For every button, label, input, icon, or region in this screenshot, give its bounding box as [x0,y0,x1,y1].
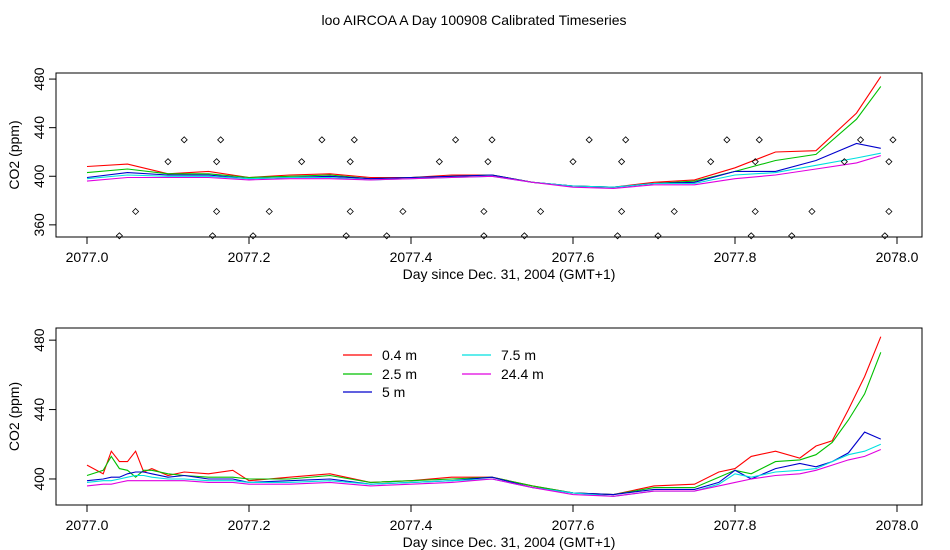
plot-frame [55,72,923,238]
flag-marker [298,158,306,166]
flag-marker [613,232,622,240]
flag-marker [249,232,257,240]
flag-marker [885,207,893,216]
flag-marker [881,232,889,240]
flag-marker [164,158,172,166]
flag-marker [480,207,488,216]
flag-marker [723,136,731,144]
x-tick-label: 2077.0 [66,517,109,533]
series-line-0-4-m [86,336,882,496]
flag-marker [435,158,443,166]
series-line-7-5-m [86,152,881,188]
y-tick-label: 480 [31,67,47,91]
flag-marker [856,136,865,144]
series-line-0-4-m [86,76,882,188]
series-line-5-m [86,431,882,496]
flag-marker [654,232,662,240]
flag-marker [383,232,391,240]
legend-label: 24.4 m [501,366,544,382]
x-axis-label: Day since Dec. 31, 2004 (GMT+1) [403,266,616,282]
flag-marker [115,232,123,240]
x-tick-label: 2077.6 [552,517,595,533]
flag-marker [132,207,140,216]
flag-marker [208,232,217,240]
flag-marker [755,136,763,144]
flag-marker [488,136,496,144]
flag-marker [318,136,326,144]
flag-marker [751,158,759,166]
x-tick-label: 2077.4 [390,249,433,265]
flag-marker [346,207,354,216]
flag-marker [180,136,188,144]
flag-marker [342,232,350,240]
x-axis-label: Day since Dec. 31, 2004 (GMT+1) [403,534,616,550]
series-line-24-4-m [86,155,881,189]
series-line-24-4-m [86,448,882,497]
x-tick-label: 2077.0 [66,249,109,265]
flag-marker [265,207,273,216]
flag-marker [840,158,848,166]
flag-marker [213,207,221,216]
y-tick-label: 480 [31,328,47,352]
legend-label: 5 m [382,384,405,400]
flag-marker [670,207,678,216]
y-tick-label: 400 [31,164,47,188]
flag-marker [213,158,221,166]
x-tick-label: 2077.8 [714,517,757,533]
flag-marker [484,158,492,166]
chart-title: loo AIRCOA A Day 100908 Calibrated Times… [321,12,626,28]
flag-marker [707,158,715,166]
flag-marker [480,232,488,240]
flag-marker [808,207,816,216]
flag-marker [618,158,626,166]
y-tick-label: 400 [31,467,47,491]
flag-marker [889,136,897,144]
legend-label: 0.4 m [382,347,417,363]
y-tick-label: 360 [31,213,47,237]
flag-marker [399,207,407,216]
flag-marker [747,232,755,240]
panel-bottom: 2077.0 2077.2 2077.4 2077.6 2077.8 2078.0 400 4… [6,327,923,550]
flag-marker [585,136,593,144]
x-tick-label: 2077.8 [714,249,757,265]
series-line-7-5-m [86,443,882,497]
flag-marker [788,232,796,240]
legend-label: 7.5 m [501,347,536,363]
x-tick-label: 2077.2 [228,517,271,533]
flag-marker [217,136,225,144]
flag-marker [622,136,630,144]
flag-marker [751,207,759,216]
x-tick-label: 2077.4 [390,517,433,533]
y-axis-label: CO2 (ppm) [6,120,22,189]
y-tick-label: 440 [31,116,47,140]
flag-marker [537,207,545,216]
flag-marker [520,232,528,240]
flag-marker [346,158,354,166]
flag-marker [350,136,358,144]
flag-marker [885,158,893,166]
x-tick-label: 2077.2 [228,249,271,265]
legend-label: 2.5 m [382,366,417,382]
panel-top: 2077.0 2077.2 2077.4 2077.6 2077.8 2078.0 360 4… [6,67,923,282]
x-tick-label: 2078.0 [876,517,919,533]
flag-marker [451,136,460,144]
flag-marker [569,158,577,166]
y-axis-label: CO2 (ppm) [6,382,22,451]
x-tick-label: 2078.0 [876,249,919,265]
flag-marker [618,207,626,216]
series-line-2-5-m [86,352,882,496]
x-tick-label: 2077.6 [552,249,595,265]
series-line-5-m [86,142,881,188]
plot-frame [55,327,923,506]
y-tick-label: 440 [31,398,47,422]
